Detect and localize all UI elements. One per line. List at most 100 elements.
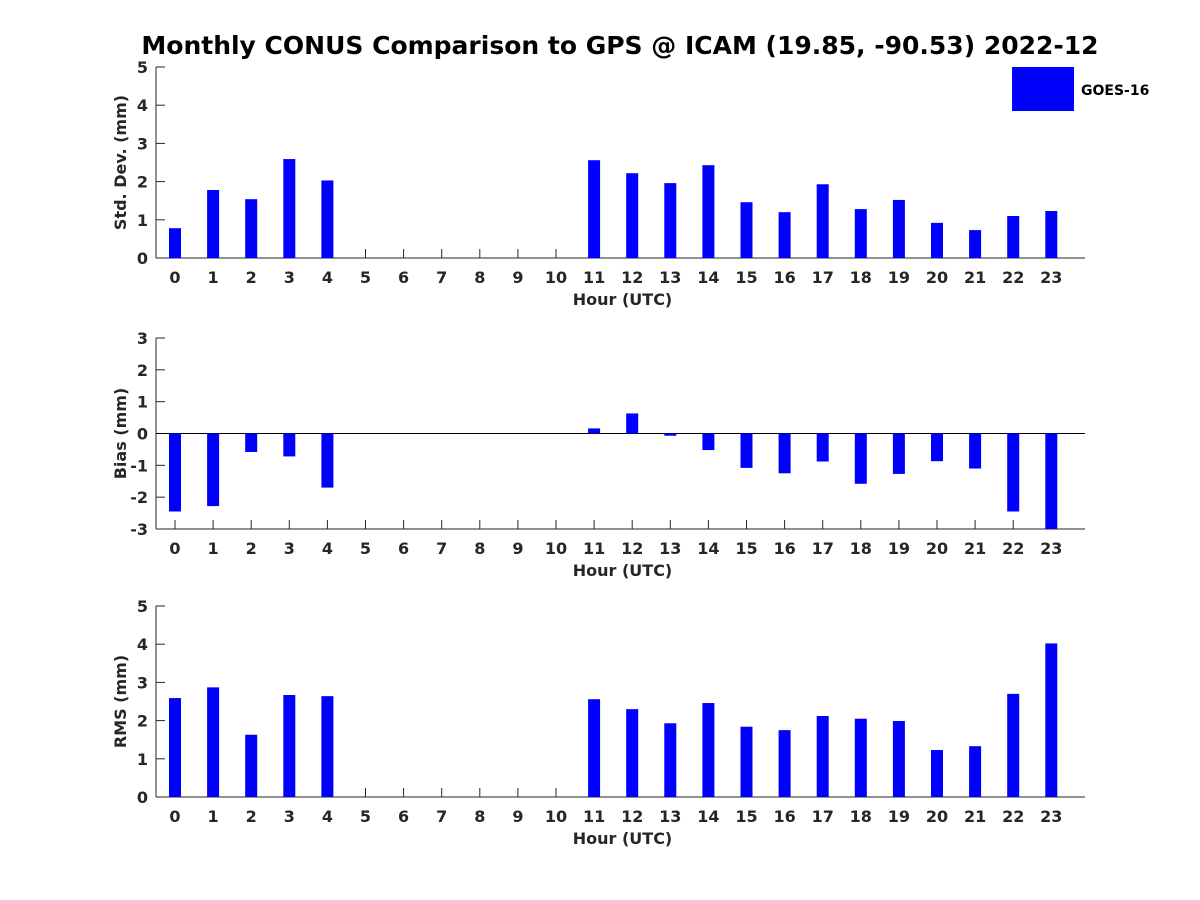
y-tick-label: -2: [130, 488, 148, 507]
x-tick-label: 12: [621, 268, 643, 287]
x-tick-label: 9: [512, 539, 523, 558]
bar: [626, 173, 639, 258]
x-tick-label: 9: [512, 268, 523, 287]
y-tick-label: 5: [137, 58, 148, 77]
y-tick-label: 3: [137, 329, 148, 348]
bar: [169, 433, 181, 512]
bar: [1045, 433, 1058, 529]
x-tick-label: 5: [360, 268, 371, 287]
x-tick-label: 17: [812, 807, 834, 826]
x-tick-label: 13: [659, 268, 681, 287]
y-tick-label: 0: [137, 249, 148, 268]
x-tick-label: 14: [697, 807, 719, 826]
x-tick-label: 16: [773, 268, 795, 287]
x-tick-label: 0: [169, 268, 180, 287]
bar: [854, 718, 867, 797]
y-axis-label: Bias (mm): [111, 388, 130, 480]
y-axis-label: Std. Dev. (mm): [111, 95, 130, 230]
bar: [1007, 433, 1020, 512]
bar: [854, 433, 867, 484]
bar: [245, 199, 258, 258]
x-tick-label: 14: [697, 268, 719, 287]
x-tick-label: 12: [621, 807, 643, 826]
x-tick-label: 7: [436, 807, 447, 826]
bar: [169, 228, 181, 258]
x-tick-label: 10: [545, 807, 567, 826]
x-tick-label: 2: [246, 268, 257, 287]
x-tick-label: 6: [398, 268, 409, 287]
x-tick-label: 5: [360, 539, 371, 558]
x-axis-label: Hour (UTC): [573, 561, 673, 580]
x-tick-label: 19: [888, 268, 910, 287]
bar: [931, 750, 943, 797]
bar: [778, 730, 791, 797]
x-tick-label: 20: [926, 807, 948, 826]
x-tick-label: 21: [964, 539, 986, 558]
bar: [1045, 643, 1058, 797]
x-tick-label: 15: [735, 268, 757, 287]
y-tick-label: 3: [137, 673, 148, 692]
x-tick-label: 11: [583, 807, 605, 826]
bar: [283, 695, 296, 797]
bar: [321, 696, 334, 797]
bar: [969, 746, 982, 797]
bar: [969, 433, 982, 469]
x-tick-label: 19: [888, 807, 910, 826]
x-tick-label: 3: [284, 807, 295, 826]
bar: [321, 180, 334, 258]
x-tick-label: 20: [926, 539, 948, 558]
x-tick-label: 22: [1002, 539, 1024, 558]
bar: [245, 734, 258, 797]
x-axis-label: Hour (UTC): [573, 829, 673, 848]
bar: [816, 184, 829, 258]
bar: [283, 433, 296, 457]
bar: [892, 199, 905, 258]
x-tick-label: 0: [169, 807, 180, 826]
bar: [816, 716, 829, 797]
x-tick-label: 10: [545, 268, 567, 287]
y-tick-label: 2: [137, 361, 148, 380]
bar: [1007, 693, 1020, 797]
bar: [969, 230, 982, 258]
x-axis-label: Hour (UTC): [573, 290, 673, 309]
x-tick-label: 13: [659, 539, 681, 558]
bar: [740, 202, 753, 258]
y-tick-label: -1: [130, 456, 148, 475]
bar: [702, 165, 715, 258]
y-tick-label: 5: [137, 597, 148, 616]
x-tick-label: 4: [322, 268, 333, 287]
x-tick-label: 11: [583, 268, 605, 287]
x-tick-label: 18: [850, 539, 872, 558]
x-tick-label: 11: [583, 539, 605, 558]
bar: [321, 433, 334, 488]
bar: [740, 726, 753, 797]
bar: [1007, 215, 1020, 258]
bar: [207, 433, 220, 507]
y-tick-label: 4: [137, 96, 148, 115]
x-tick-label: 20: [926, 268, 948, 287]
bar: [588, 160, 601, 258]
x-tick-label: 1: [208, 539, 219, 558]
bar: [626, 413, 639, 434]
x-tick-label: 5: [360, 807, 371, 826]
y-tick-label: 2: [137, 173, 148, 192]
y-axis-label: RMS (mm): [111, 655, 130, 748]
x-tick-label: 0: [169, 539, 180, 558]
bar: [664, 723, 677, 797]
y-tick-label: 1: [137, 393, 148, 412]
legend-label: GOES-16: [1081, 83, 1149, 99]
bar: [778, 212, 791, 258]
x-tick-label: 14: [697, 539, 719, 558]
y-tick-label: 0: [137, 788, 148, 807]
legend-swatch: [1012, 67, 1074, 111]
x-tick-label: 1: [208, 268, 219, 287]
x-tick-label: 8: [474, 539, 485, 558]
x-tick-label: 17: [812, 268, 834, 287]
x-tick-label: 8: [474, 807, 485, 826]
bar: [740, 433, 753, 468]
x-tick-label: 17: [812, 539, 834, 558]
